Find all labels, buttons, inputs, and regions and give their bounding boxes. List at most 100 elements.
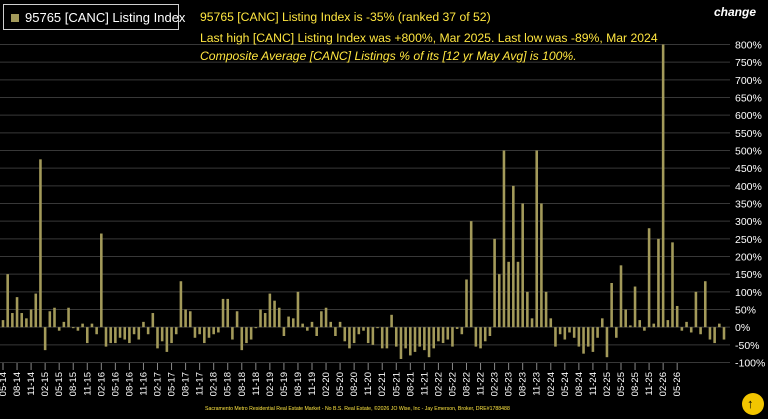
y-tick-label: 750% <box>735 57 762 69</box>
x-tick-label: 08-23 <box>518 372 529 396</box>
bar <box>446 327 450 340</box>
x-tick-label: 02-23 <box>490 372 501 396</box>
bar <box>516 261 520 328</box>
bar <box>376 327 379 329</box>
x-tick-label: 05-22 <box>447 372 458 396</box>
bar <box>479 327 482 349</box>
x-tick-label: 02-20 <box>321 372 332 396</box>
x-tick-label: 08-17 <box>181 372 192 396</box>
bar <box>521 203 524 328</box>
bar <box>671 242 674 328</box>
y-tick-label: 200% <box>735 252 762 264</box>
bar <box>465 279 468 328</box>
bar <box>221 298 225 328</box>
bar <box>203 327 206 344</box>
y-tick-label: 600% <box>735 110 762 122</box>
bar <box>652 323 656 328</box>
bar <box>605 327 609 358</box>
y-axis-title: change <box>713 5 756 19</box>
bar <box>413 327 417 352</box>
bar <box>62 321 66 328</box>
bar <box>29 309 33 328</box>
bar <box>586 327 590 347</box>
bar <box>469 221 473 328</box>
bar <box>296 291 300 328</box>
x-tick-label: 02-15 <box>40 372 51 396</box>
x-tick-label: 05-24 <box>560 372 571 396</box>
bar <box>661 44 665 328</box>
y-tick-label: 350% <box>735 199 762 211</box>
x-tick-label: 05-23 <box>504 372 515 396</box>
bar <box>142 321 145 328</box>
bar <box>273 300 276 328</box>
bar <box>455 327 459 329</box>
high-low-text: Last high [CANC] Listing Index was +800%… <box>200 31 658 45</box>
x-tick-label: 11-23 <box>532 372 543 396</box>
bar <box>217 327 220 333</box>
footer-credit: Sacramento Metro Residential Real Estate… <box>205 406 510 412</box>
x-tick-label: 05-20 <box>335 372 346 396</box>
bar <box>291 318 295 328</box>
bar <box>366 327 370 344</box>
y-tick-label: 800% <box>735 40 762 52</box>
x-tick-label: 02-26 <box>658 372 669 396</box>
bar <box>282 327 286 336</box>
x-tick-label: 02-17 <box>153 372 164 396</box>
bar <box>619 265 623 328</box>
legend: 95765 [CANC] Listing Index <box>3 4 185 30</box>
y-tick-label: 550% <box>735 128 762 140</box>
bar <box>198 327 201 335</box>
bar <box>451 327 454 347</box>
bar <box>324 307 328 328</box>
y-tick-label: 500% <box>735 146 762 158</box>
x-tick-label: 02-25 <box>602 372 613 396</box>
y-tick-label: 300% <box>735 216 762 228</box>
bar <box>231 327 234 340</box>
x-tick-label: 05-26 <box>672 372 683 396</box>
bar <box>95 327 98 335</box>
bar <box>15 297 19 328</box>
bar <box>689 327 693 333</box>
bar <box>385 327 389 349</box>
bar <box>165 327 169 352</box>
x-tick-label: 08-16 <box>124 372 135 396</box>
bar <box>25 318 28 328</box>
bar <box>170 327 173 344</box>
bar <box>600 318 604 328</box>
bar <box>423 327 426 351</box>
x-tick-label: 05-15 <box>54 372 65 396</box>
y-tick-label: 150% <box>735 269 762 281</box>
bar <box>474 327 478 347</box>
bar <box>558 327 562 335</box>
bar <box>57 327 61 331</box>
bar <box>156 327 159 349</box>
bar <box>554 327 557 347</box>
bar <box>615 327 618 338</box>
bar <box>334 327 337 336</box>
bar <box>549 318 553 328</box>
bar <box>540 203 543 328</box>
bar <box>629 325 632 328</box>
bar <box>226 298 230 328</box>
bar <box>240 327 244 351</box>
bar <box>315 327 318 336</box>
bar <box>235 311 239 328</box>
x-tick-label: 08-18 <box>237 372 248 396</box>
bar <box>160 327 164 342</box>
y-tick-label: 400% <box>735 181 762 193</box>
legend-label: 95765 [CANC] Listing Index <box>25 10 186 25</box>
bar <box>249 327 253 340</box>
x-tick-label: 05-19 <box>279 372 290 396</box>
bar <box>362 327 365 331</box>
bar <box>675 305 679 328</box>
bar <box>657 238 660 328</box>
bar <box>268 293 272 328</box>
x-tick-label: 08-19 <box>293 372 304 396</box>
bar <box>132 327 136 335</box>
bar <box>563 327 567 340</box>
x-tick-label: 05-25 <box>616 372 627 396</box>
y-tick-label: 650% <box>735 93 762 105</box>
bar <box>1 320 5 328</box>
bar <box>399 327 403 359</box>
